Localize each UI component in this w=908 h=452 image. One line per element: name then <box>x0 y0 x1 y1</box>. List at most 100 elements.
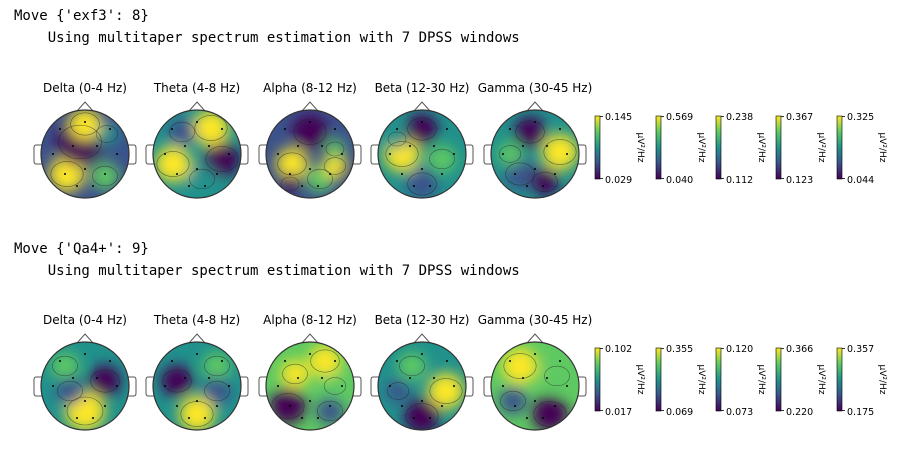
head-outline <box>265 341 355 431</box>
colorbar: 0.145 0.029 µV²/Hz <box>594 112 645 186</box>
colorbar-unit-label: µV²/Hz <box>816 132 826 162</box>
band-title: Theta (4-8 Hz) <box>153 313 240 327</box>
right-ear-outline <box>465 144 474 165</box>
info-line-2: Using multitaper spectrum estimation wit… <box>14 263 520 279</box>
topomap: Delta (0-4 Hz) <box>33 81 137 199</box>
head-outline <box>265 109 355 199</box>
colorbar-max-label: 0.102 <box>605 344 632 355</box>
left-ear-outline <box>145 144 154 165</box>
colorbar-min-label: 0.073 <box>726 407 753 418</box>
band-title: Gamma (30-45 Hz) <box>478 313 593 327</box>
left-ear-outline <box>258 144 267 165</box>
colorbar-max-label: 0.357 <box>847 344 874 355</box>
colorbar-max-label: 0.145 <box>605 112 632 123</box>
colorbar: 0.355 0.069 µV²/Hz <box>655 344 706 418</box>
head-outline <box>152 109 242 199</box>
topomap: Beta (12-30 Hz) <box>370 313 474 431</box>
left-ear-outline <box>483 144 492 165</box>
band-title: Beta (12-30 Hz) <box>375 81 470 95</box>
colorbar-max-label: 0.366 <box>786 344 813 355</box>
nose-outline <box>413 333 431 344</box>
colorbar-unit-label: µV²/Hz <box>756 364 766 394</box>
nose-outline <box>413 101 431 112</box>
colorbar-max-label: 0.355 <box>666 344 693 355</box>
topomap: Gamma (30-45 Hz) <box>478 313 593 431</box>
band-title: Delta (0-4 Hz) <box>43 81 127 95</box>
right-ear-outline <box>353 376 362 397</box>
nose-outline <box>301 101 319 112</box>
head-outline <box>152 341 242 431</box>
colorbar-unit-label: µV²/Hz <box>635 132 645 162</box>
head-outline <box>377 109 467 199</box>
colorbar-max-label: 0.569 <box>666 112 693 123</box>
colorbar: 0.569 0.040 µV²/Hz <box>655 112 706 186</box>
topomap: Delta (0-4 Hz) <box>33 313 137 431</box>
right-ear-outline <box>353 144 362 165</box>
left-ear-outline <box>145 376 154 397</box>
left-ear-outline <box>258 376 267 397</box>
topomap: Alpha (8-12 Hz) <box>258 81 362 199</box>
topomap: Alpha (8-12 Hz) <box>258 313 362 431</box>
colorbar-min-label: 0.029 <box>605 175 632 186</box>
colorbar-max-label: 0.367 <box>786 112 813 123</box>
colorbar-min-label: 0.112 <box>726 175 753 186</box>
colorbar-min-label: 0.220 <box>786 407 813 418</box>
band-title: Theta (4-8 Hz) <box>153 81 240 95</box>
colorbar-unit-label: µV²/Hz <box>877 364 887 394</box>
colorbar: 0.357 0.175 µV²/Hz <box>836 344 887 418</box>
head-outline <box>40 109 130 199</box>
band-title: Alpha (8-12 Hz) <box>263 81 357 95</box>
right-ear-outline <box>128 144 137 165</box>
nose-outline <box>188 101 206 112</box>
head-outline <box>40 341 130 431</box>
left-ear-outline <box>33 144 42 165</box>
right-ear-outline <box>578 376 587 397</box>
colorbar-min-label: 0.123 <box>786 175 813 186</box>
colorbar-unit-label: µV²/Hz <box>877 132 887 162</box>
colorbar-unit-label: µV²/Hz <box>635 364 645 394</box>
colorbar-unit-label: µV²/Hz <box>816 364 826 394</box>
colorbar-min-label: 0.017 <box>605 407 632 418</box>
left-ear-outline <box>370 144 379 165</box>
right-ear-outline <box>465 376 474 397</box>
colorbar-max-label: 0.120 <box>726 344 753 355</box>
info-line-1: Using multitaper spectrum estimation wit… <box>14 30 520 46</box>
colorbar-max-label: 0.325 <box>847 112 874 123</box>
topomap: Theta (4-8 Hz) <box>145 313 249 431</box>
left-ear-outline <box>33 376 42 397</box>
topomap: Theta (4-8 Hz) <box>145 81 249 199</box>
colorbar: 0.238 0.112 µV²/Hz <box>715 112 766 186</box>
move-line-1: Move {'exf3': 8} <box>14 8 149 24</box>
topomap: Beta (12-30 Hz) <box>370 81 474 199</box>
right-ear-outline <box>240 144 249 165</box>
head-outline <box>490 109 580 199</box>
colorbar-max-label: 0.238 <box>726 112 753 123</box>
colorbar-min-label: 0.175 <box>847 407 874 418</box>
nose-outline <box>526 101 544 112</box>
colorbar-min-label: 0.069 <box>666 407 693 418</box>
colorbar: 0.325 0.044 µV²/Hz <box>836 112 887 186</box>
band-title: Alpha (8-12 Hz) <box>263 313 357 327</box>
band-title: Delta (0-4 Hz) <box>43 313 127 327</box>
right-ear-outline <box>128 376 137 397</box>
colorbar: 0.367 0.123 µV²/Hz <box>775 112 826 186</box>
topomap: Gamma (30-45 Hz) <box>478 81 593 199</box>
colorbar: 0.366 0.220 µV²/Hz <box>775 344 826 418</box>
colorbar: 0.120 0.073 µV²/Hz <box>715 344 766 418</box>
nose-outline <box>301 333 319 344</box>
nose-outline <box>188 333 206 344</box>
colorbar-min-label: 0.040 <box>666 175 693 186</box>
head-outline <box>490 341 580 431</box>
right-ear-outline <box>240 376 249 397</box>
right-ear-outline <box>578 144 587 165</box>
band-title: Beta (12-30 Hz) <box>375 313 470 327</box>
colorbar-min-label: 0.044 <box>847 175 874 186</box>
nose-outline <box>526 333 544 344</box>
colorbar-unit-label: µV²/Hz <box>696 132 706 162</box>
left-ear-outline <box>483 376 492 397</box>
colorbar-unit-label: µV²/Hz <box>696 364 706 394</box>
move-line-2: Move {'Qa4+': 9} <box>14 241 149 257</box>
nose-outline <box>76 333 94 344</box>
band-title: Gamma (30-45 Hz) <box>478 81 593 95</box>
